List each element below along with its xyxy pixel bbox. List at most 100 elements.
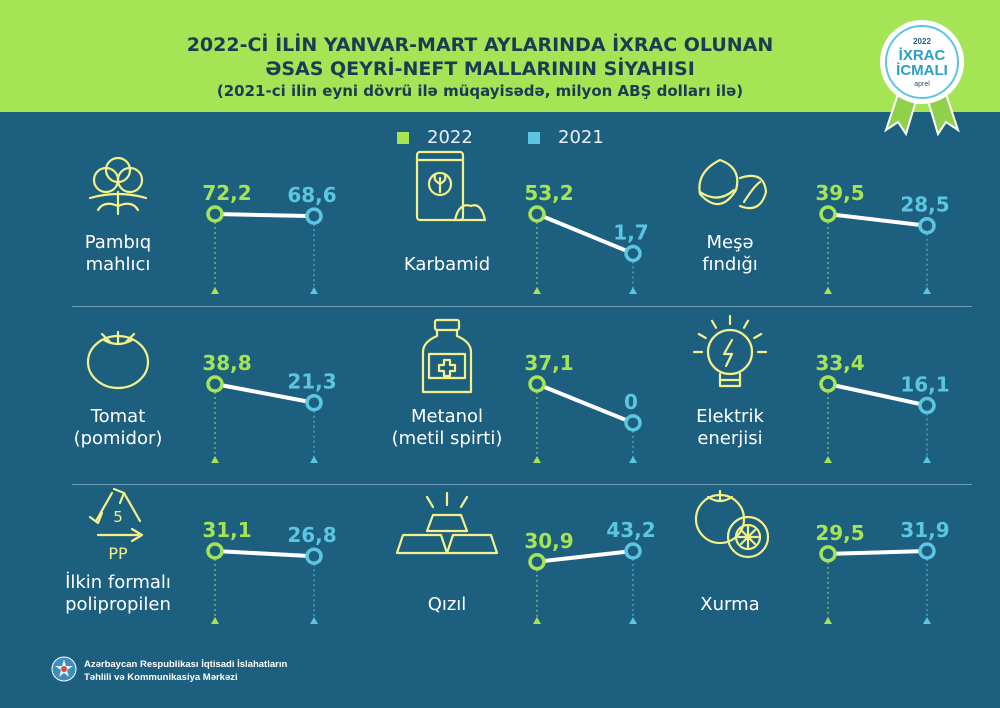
legend-item-2021: 2021 bbox=[528, 127, 604, 148]
item-name-line: fındığı bbox=[702, 254, 758, 275]
axis-marker-2021 bbox=[629, 287, 637, 294]
point-2022 bbox=[206, 542, 224, 560]
axis-marker-2022 bbox=[211, 456, 219, 463]
title-line-2: ƏSAS QEYRİ-NEFT MALLARININ SİYAHISI bbox=[265, 58, 695, 80]
item-name: Tomat (pomidor) bbox=[38, 406, 198, 450]
chart-item: 53,2 1,7 bbox=[415, 150, 649, 294]
data-label-2022: 31,1 bbox=[202, 518, 251, 542]
chart-item: 38,8 21,3 bbox=[86, 330, 337, 463]
item-name-line: enerjisi bbox=[697, 428, 763, 449]
fertilizer-bag-icon bbox=[415, 150, 487, 222]
point-2021 bbox=[305, 207, 323, 225]
point-2021 bbox=[918, 216, 936, 235]
item-name-line: (pomidor) bbox=[73, 428, 163, 449]
axis-marker-2022 bbox=[533, 287, 541, 294]
item-name: Meşə fındığı bbox=[650, 232, 810, 276]
row-divider-1 bbox=[72, 306, 972, 307]
point-2022 bbox=[528, 375, 546, 393]
series-connector bbox=[827, 382, 928, 408]
data-label-2021: 21,3 bbox=[287, 370, 336, 394]
series-connector bbox=[214, 549, 315, 559]
point-2021 bbox=[305, 547, 323, 565]
legend-label-2021: 2021 bbox=[558, 127, 604, 148]
export-review-badge-icon: 2022 İXRAC İCMALI aprel bbox=[880, 20, 964, 136]
item-name: Xurma bbox=[650, 594, 810, 616]
item-name: Karbamid bbox=[367, 254, 527, 276]
data-label-2022: 39,5 bbox=[815, 181, 864, 205]
axis-marker-2021 bbox=[629, 617, 637, 624]
point-2022 bbox=[528, 553, 546, 571]
item-name-line: Karbamid bbox=[403, 254, 491, 275]
data-label-2022: 30,9 bbox=[524, 529, 573, 553]
gold-bars-icon bbox=[395, 491, 499, 555]
footer-line-2: Təhlili və Kommunikasiya Mərkəzi bbox=[84, 672, 238, 683]
tomato-icon bbox=[86, 330, 150, 390]
series-connector bbox=[536, 549, 634, 564]
recycle-code: PP bbox=[108, 544, 128, 563]
hazelnut-icon bbox=[698, 158, 768, 210]
data-label-2022: 72,2 bbox=[202, 181, 251, 205]
cotton-icon bbox=[88, 156, 148, 216]
axis-marker-2021 bbox=[629, 456, 637, 463]
point-2022 bbox=[528, 205, 546, 223]
item-name: İlkin formalı polipropilen bbox=[38, 572, 198, 616]
series-connector bbox=[536, 382, 634, 425]
data-label-2021: 1,7 bbox=[613, 220, 648, 244]
data-label-2022: 38,8 bbox=[202, 351, 251, 375]
legend-swatch-2021 bbox=[528, 131, 540, 144]
item-name: Qızıl bbox=[367, 594, 527, 616]
data-label-2022: 37,1 bbox=[524, 351, 573, 375]
item-name: Pambıq mahlıcı bbox=[38, 232, 198, 276]
badge-line1: İXRAC bbox=[899, 47, 946, 64]
item-name: Metanol (metil spirti) bbox=[367, 406, 527, 450]
axis-marker-2022 bbox=[824, 617, 832, 624]
series-connector bbox=[827, 212, 928, 228]
item-name-line: Tomat bbox=[90, 406, 146, 427]
footer: Azərbaycan Respublikası İqtisadi İslahat… bbox=[50, 652, 350, 692]
legend-item-2022: 2022 bbox=[397, 127, 473, 148]
persimmon-icon bbox=[694, 489, 770, 559]
data-label-2021: 31,9 bbox=[900, 518, 949, 542]
chart-item: 37,10 bbox=[421, 318, 642, 463]
point-2021 bbox=[624, 244, 642, 263]
chart-item: 5 PP 31,1 26,8 bbox=[88, 487, 337, 624]
point-2022 bbox=[819, 375, 837, 393]
data-label-2021: 28,5 bbox=[900, 193, 949, 217]
data-label-2021: 26,8 bbox=[287, 523, 336, 547]
data-label-2021: 16,1 bbox=[900, 373, 949, 397]
chart-item: 39,5 28,5 bbox=[698, 158, 950, 294]
item-name-line: İlkin formalı bbox=[65, 572, 171, 593]
badge-year: 2022 bbox=[913, 37, 931, 46]
item-name-line: (metil spirti) bbox=[391, 428, 503, 449]
axis-marker-2021 bbox=[923, 617, 931, 624]
point-2022 bbox=[206, 375, 224, 393]
axis-marker-2021 bbox=[310, 287, 318, 294]
footer-line-1: Azərbaycan Respublikası İqtisadi İslahat… bbox=[84, 659, 288, 670]
axis-marker-2022 bbox=[533, 456, 541, 463]
item-name-line: Metanol bbox=[410, 406, 484, 427]
axis-marker-2021 bbox=[923, 456, 931, 463]
point-2021 bbox=[624, 414, 642, 432]
chart-item: 30,9 43,2 bbox=[395, 491, 656, 624]
badge-month: aprel bbox=[914, 81, 930, 88]
item-name-line: polipropilen bbox=[65, 594, 171, 615]
item-name-line: Meşə bbox=[706, 232, 754, 253]
axis-marker-2021 bbox=[310, 617, 318, 624]
chart-item: 72,2 68,6 bbox=[88, 156, 337, 294]
axis-marker-2022 bbox=[533, 617, 541, 624]
title-line-1: 2022-Cİ İLİN YANVAR-MART AYLARINDA İXRAC… bbox=[186, 34, 774, 56]
emblem-icon bbox=[51, 656, 77, 682]
axis-marker-2022 bbox=[211, 287, 219, 294]
chart-item: 29,5 31,9 bbox=[694, 489, 950, 624]
data-label-2021: 68,6 bbox=[287, 183, 336, 207]
point-2021 bbox=[305, 393, 323, 412]
lightbulb-icon bbox=[692, 314, 768, 388]
item-name: Elektrik enerjisi bbox=[650, 406, 810, 450]
data-label-2022: 29,5 bbox=[815, 521, 864, 545]
axis-marker-2021 bbox=[923, 287, 931, 294]
axis-marker-2022 bbox=[824, 287, 832, 294]
point-2022 bbox=[819, 545, 837, 563]
recycle-pp-icon: 5 PP bbox=[88, 487, 144, 563]
axis-marker-2022 bbox=[824, 456, 832, 463]
